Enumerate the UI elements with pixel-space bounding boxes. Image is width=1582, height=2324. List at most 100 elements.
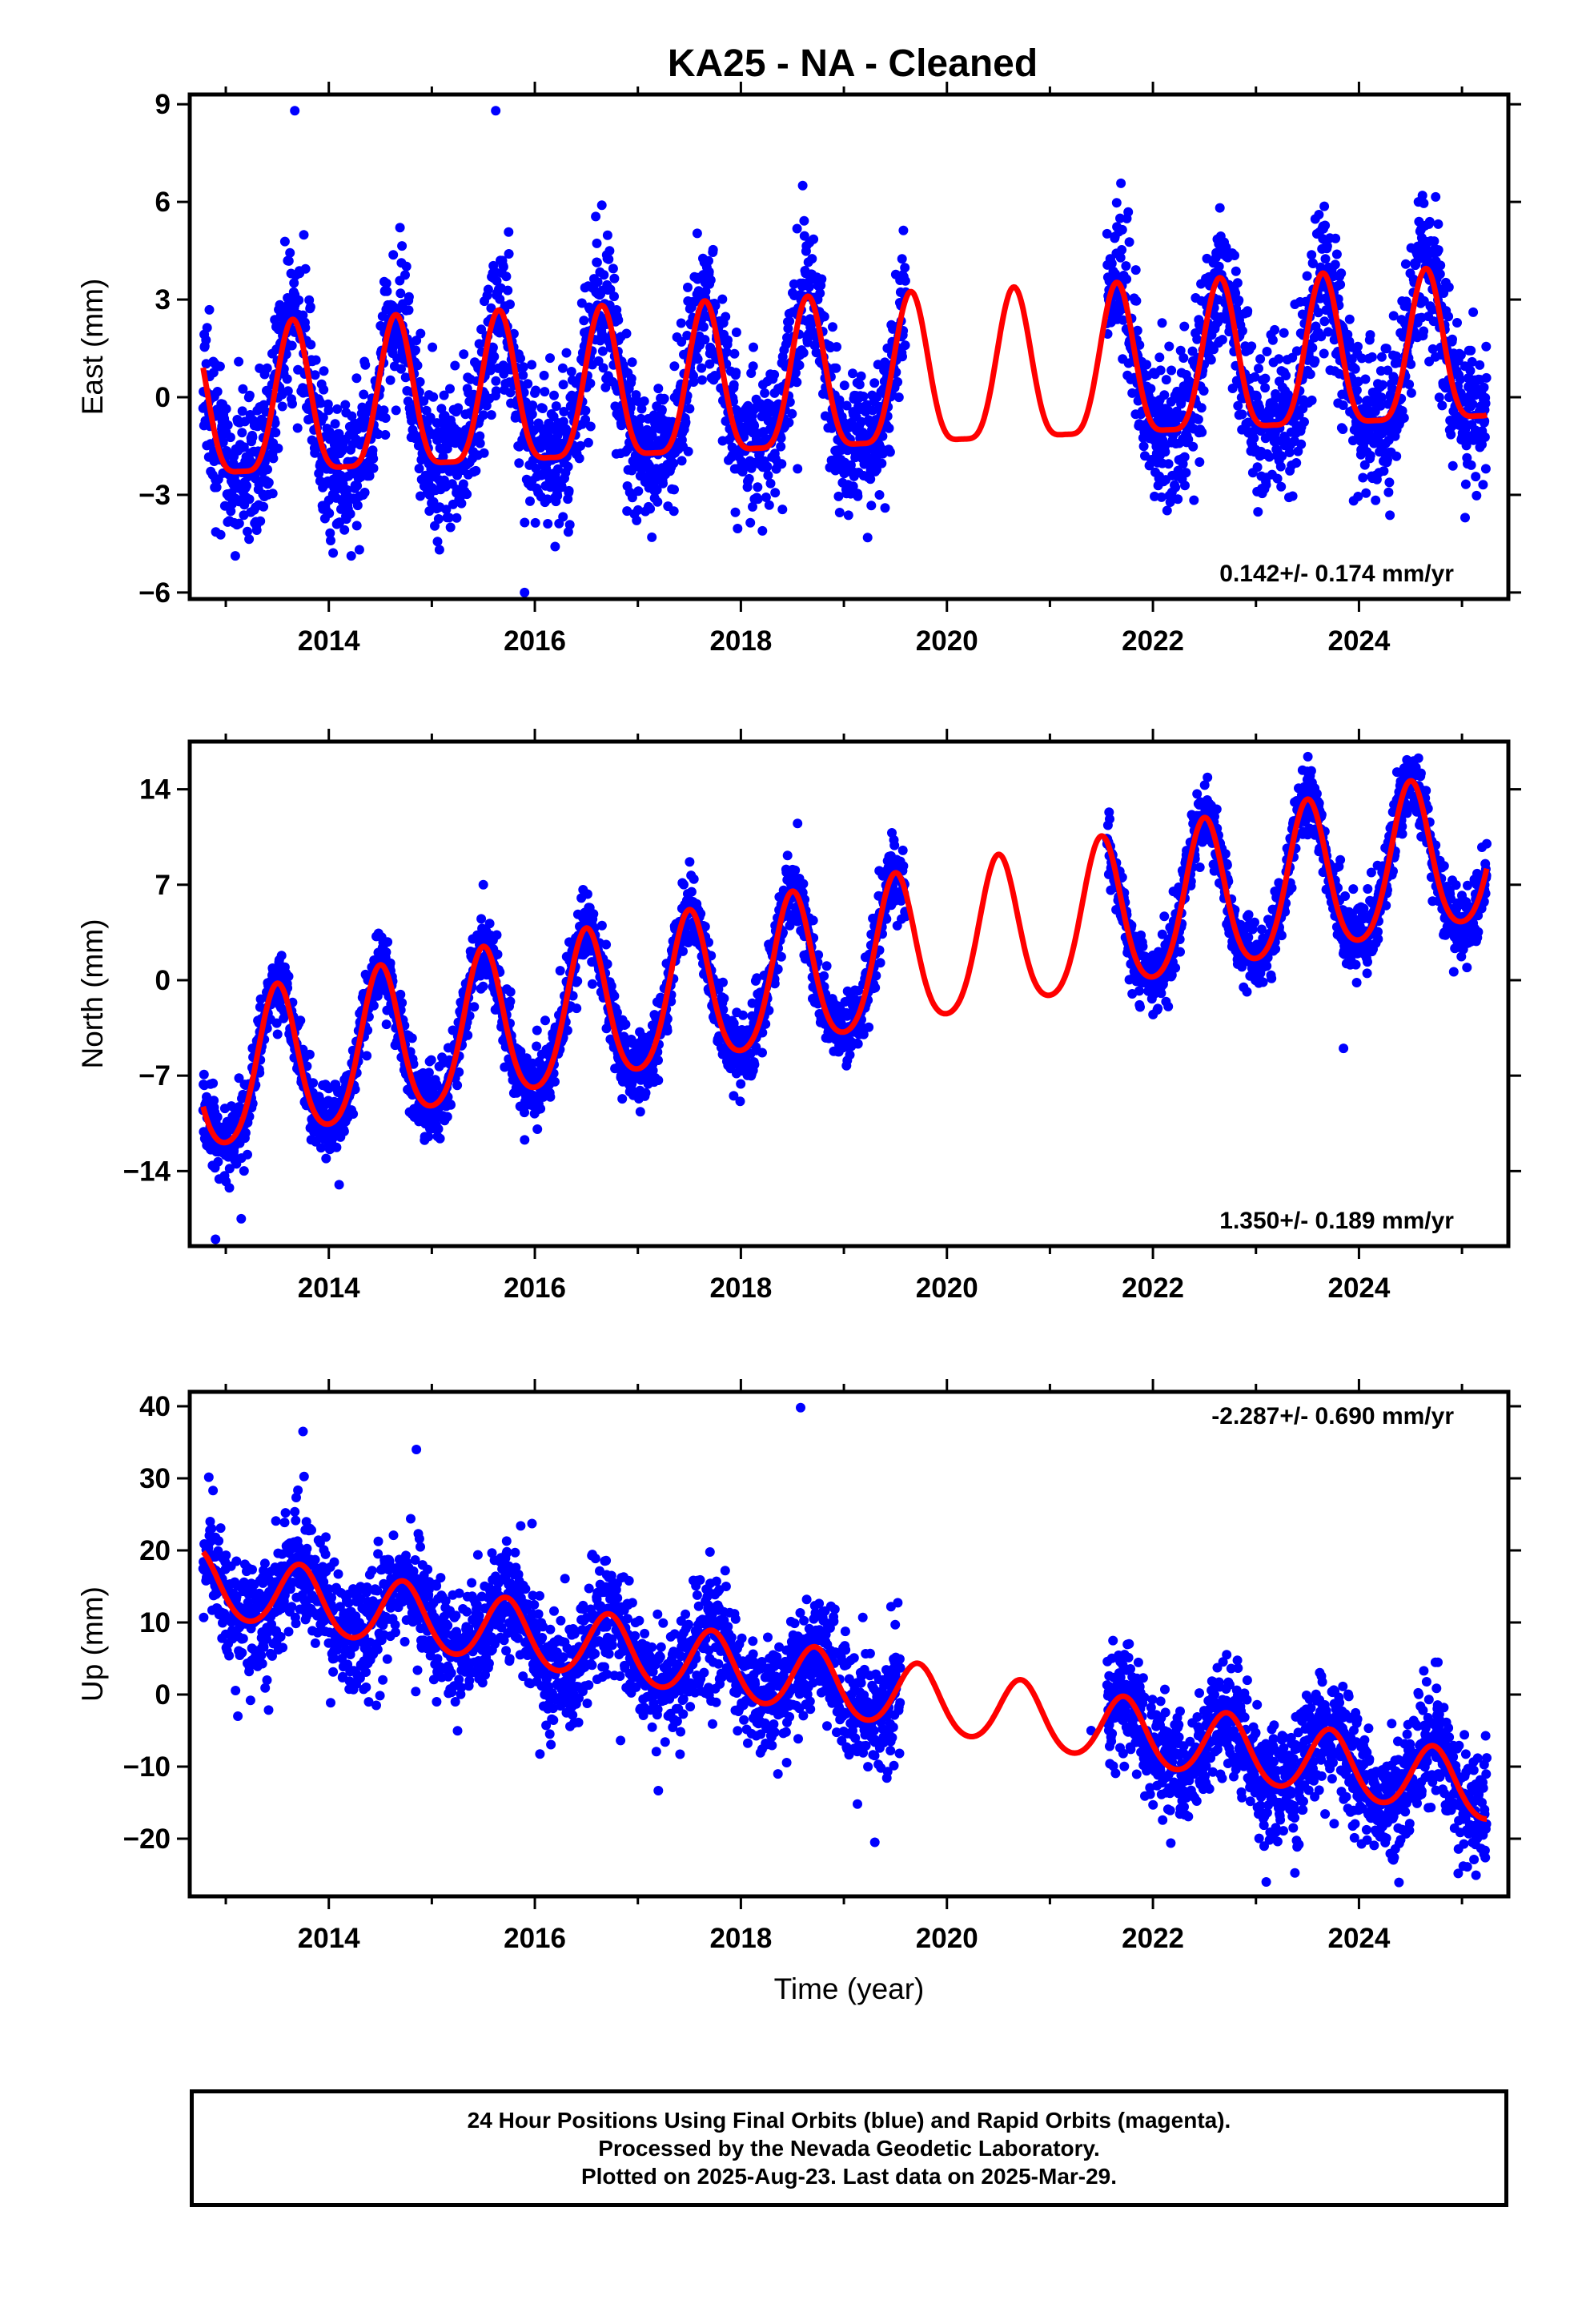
data-point (330, 419, 340, 429)
data-point (1447, 334, 1457, 344)
x-tick-label: 2014 (298, 625, 360, 657)
data-point (1155, 365, 1166, 376)
data-point (1316, 332, 1327, 342)
data-point (240, 1128, 251, 1138)
data-point (1175, 345, 1186, 356)
data-point (841, 400, 852, 411)
data-point (277, 401, 287, 412)
data-point (869, 378, 880, 388)
data-point (359, 488, 370, 497)
data-point (491, 386, 501, 396)
data-point (1353, 492, 1363, 501)
data-point (221, 404, 231, 414)
data-point (1351, 385, 1362, 396)
data-point (342, 485, 352, 495)
data-point (619, 1031, 629, 1042)
data-points (198, 106, 1492, 597)
data-point (435, 1133, 445, 1144)
data-point (520, 1108, 529, 1118)
data-point (568, 991, 578, 1001)
data-point (542, 494, 552, 505)
data-point (270, 418, 280, 428)
data-point (1237, 409, 1247, 420)
data-point (1187, 346, 1198, 356)
data-point (1481, 372, 1492, 383)
data-point (1435, 269, 1445, 279)
data-point (798, 348, 809, 358)
data-point (645, 504, 656, 514)
data-point (471, 465, 481, 476)
data-point (1275, 461, 1286, 472)
data-point (334, 428, 344, 439)
data-point (558, 512, 568, 522)
data-point (1196, 403, 1207, 413)
data-point (636, 404, 647, 414)
data-point (776, 441, 786, 452)
data-point (458, 479, 468, 489)
plot-frame (187, 92, 1511, 601)
data-point (685, 404, 695, 414)
data-point (395, 223, 405, 233)
data-point (432, 418, 442, 428)
data-point (1481, 341, 1492, 352)
data-point (428, 392, 439, 402)
data-point (900, 263, 910, 273)
data-point (893, 392, 904, 403)
data-point (289, 278, 299, 288)
data-point (1270, 324, 1280, 335)
data-point (364, 471, 375, 481)
data-point (692, 228, 702, 239)
data-point (416, 328, 426, 339)
data-point (580, 405, 591, 416)
data-point (319, 384, 329, 395)
data-point (794, 360, 805, 371)
data-point (212, 387, 223, 396)
data-point (1305, 369, 1315, 380)
data-point (1170, 482, 1181, 493)
data-point (414, 464, 424, 474)
data-point (669, 458, 679, 468)
data-point (1142, 360, 1152, 370)
data-point (491, 376, 501, 386)
data-point (834, 508, 845, 517)
data-point (1331, 249, 1342, 259)
data-point (1130, 265, 1141, 275)
data-point (433, 1124, 444, 1134)
data-point (446, 1100, 456, 1110)
data-point (1124, 237, 1134, 247)
model-fit-line (200, 265, 1489, 475)
data-point (593, 356, 604, 366)
data-point (858, 392, 869, 401)
data-point (1214, 261, 1224, 271)
data-point (1231, 266, 1241, 276)
data-point (679, 879, 689, 890)
data-point (1165, 497, 1175, 507)
data-point (1111, 198, 1122, 208)
data-point (652, 485, 662, 495)
data-point (476, 324, 487, 335)
data-point (785, 316, 795, 327)
data-point (686, 887, 697, 897)
data-point (900, 275, 910, 286)
data-point (367, 445, 378, 456)
data-point (831, 363, 841, 373)
data-point (632, 515, 642, 525)
data-point (1192, 334, 1203, 344)
data-point (1249, 433, 1259, 444)
data-point (647, 532, 657, 542)
data-point (531, 385, 541, 396)
data-point (1156, 492, 1166, 502)
data-point (1281, 371, 1291, 380)
data-point (279, 236, 290, 247)
data-point (503, 285, 513, 296)
data-point (807, 254, 817, 264)
data-point (576, 440, 586, 451)
data-point (324, 509, 335, 518)
data-point (834, 395, 845, 405)
data-point (412, 336, 422, 346)
data-point (239, 416, 250, 427)
data-point (452, 513, 462, 523)
data-point (1431, 191, 1441, 202)
data-point (213, 1156, 223, 1167)
data-point (877, 458, 887, 468)
